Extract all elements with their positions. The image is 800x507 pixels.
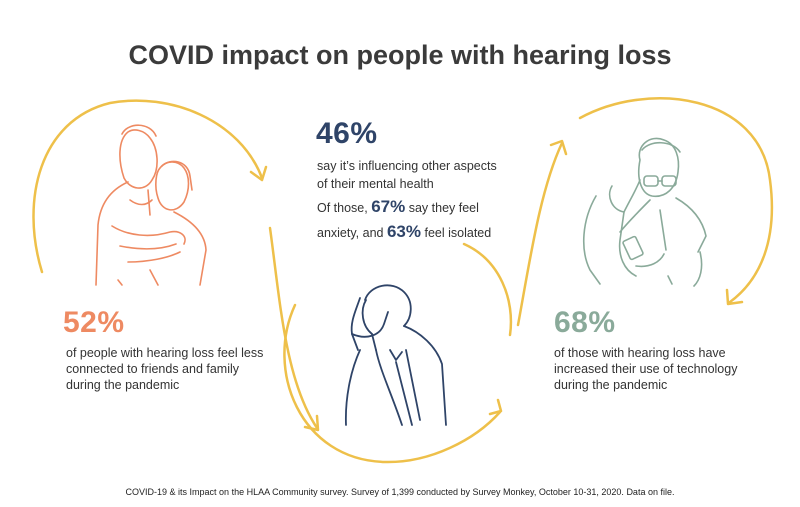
arrow-head-bowl bbox=[488, 398, 503, 416]
stat-right-description: of those with hearing loss have increase… bbox=[554, 346, 738, 392]
stressed-man-icon bbox=[344, 284, 447, 426]
arrow-arc-right bbox=[578, 97, 774, 304]
arrow-curve-mid bbox=[462, 242, 513, 337]
stat-middle-value: 46% bbox=[316, 117, 378, 150]
detail-value-anxiety: 67% bbox=[371, 197, 406, 216]
detail-mid: say they feel anxiety, and bbox=[317, 201, 479, 240]
embracing-couple-icon bbox=[95, 124, 207, 286]
arrow-head-up bbox=[549, 139, 568, 156]
source-footnote: COVID-19 & its Impact on the HLAA Commun… bbox=[125, 487, 675, 497]
detail-suffix: feel isolated bbox=[424, 226, 492, 240]
stat-middle-detail: Of those, 67% say they feel anxiety, and… bbox=[317, 195, 507, 245]
stat-left-value: 52% bbox=[63, 306, 125, 339]
arrow-curve-up bbox=[516, 141, 564, 327]
detail-value-isolated: 63% bbox=[386, 222, 421, 241]
stat-right-value: 68% bbox=[554, 306, 616, 339]
arrow-bowl bbox=[283, 303, 502, 464]
arrow-arc-left bbox=[32, 99, 264, 274]
arrow-head-left bbox=[249, 165, 268, 182]
stat-left-description: of people with hearing loss feel less co… bbox=[66, 346, 264, 392]
arrow-head-right bbox=[725, 288, 744, 306]
stat-middle-description: say it’s influencing other aspects of th… bbox=[317, 159, 497, 191]
detail-prefix: Of those, bbox=[317, 201, 368, 215]
page-title: COVID impact on people with hearing loss bbox=[128, 40, 672, 70]
man-with-phone-icon bbox=[582, 137, 707, 287]
